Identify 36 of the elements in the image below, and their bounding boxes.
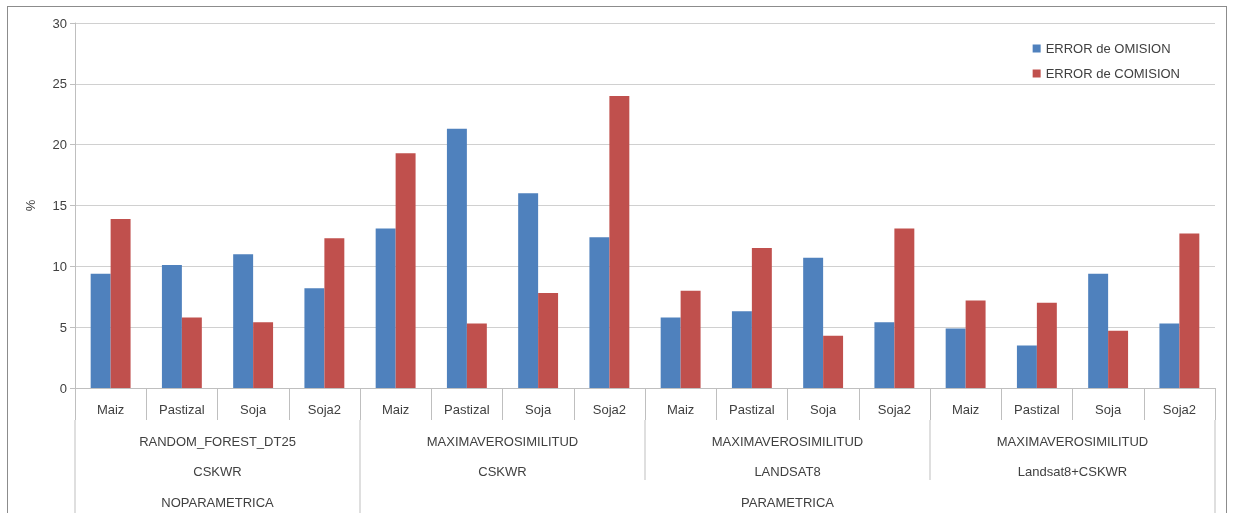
x-tick-label: Pastizal [729,402,775,417]
y-tick-label: 0 [59,380,67,396]
x-tick-label: Maiz [951,402,980,417]
x-tick-label: Maiz [666,402,695,417]
x-tick-label: Soja2 [307,402,341,417]
y-tick-label: 20 [52,137,67,153]
text: MAXIMAVEROSIMILITUD [426,433,579,449]
y-tick-label: 30 [52,15,67,31]
text: RANDOM_FOREST_DT25 [139,433,296,449]
text: CSKWR [193,464,242,479]
y-tick-label: 15 [52,198,67,213]
text: MAXIMAVEROSIMILITUD [996,433,1149,449]
legend-label: ERROR de COMISION [1045,66,1180,81]
text: LANDSAT8 [754,464,821,479]
x-tick-label: Pastizal [444,402,490,417]
x-tick-label: Pastizal [1014,402,1060,417]
y-tick-label: 10 [52,258,67,274]
x-tick-label: Soja [240,402,267,417]
text: CSKWR [478,464,527,479]
x-tick-label: Soja2 [877,402,911,417]
x-tick-label: Soja2 [592,402,626,417]
y-axis-title: % [23,199,38,212]
x-tick-label: Maiz [381,402,410,417]
text: PARAMETRICA [741,494,835,510]
x-tick-label: Soja [1095,402,1122,417]
y-tick-label: 25 [52,76,67,92]
legend-label: ERROR de OMISION [1045,41,1171,56]
x-tick-label: Soja2 [1162,402,1196,417]
text: MAXIMAVEROSIMILITUD [711,433,864,449]
x-tick-label: Maiz [96,402,125,417]
x-tick-label: Pastizal [159,402,205,417]
text: NOPARAMETRICA [161,494,275,510]
x-tick-label: Soja [810,402,837,417]
x-tick-label: Soja [525,402,552,417]
y-tick-label: 5 [59,319,67,335]
text: Landsat8+CSKWR [1017,464,1128,479]
